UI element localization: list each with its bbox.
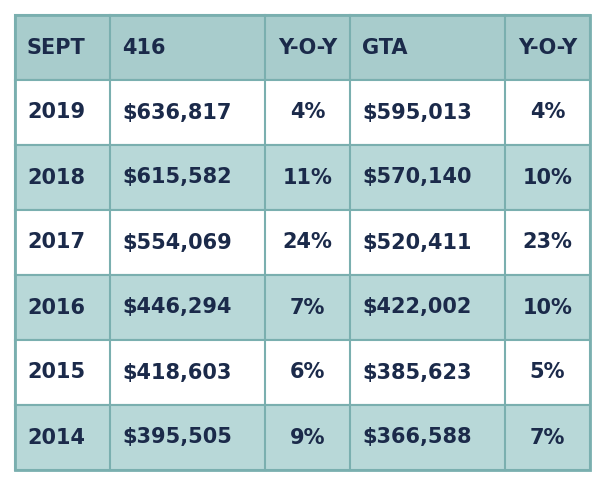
Text: GTA: GTA [362,37,407,58]
Text: $385,623: $385,623 [362,362,472,383]
Text: $570,140: $570,140 [362,168,472,188]
Text: 11%: 11% [283,168,332,188]
Text: $446,294: $446,294 [122,298,232,317]
Bar [15,405,590,470]
Text: $418,603: $418,603 [122,362,232,383]
Bar [15,275,590,340]
Text: Y-O-Y: Y-O-Y [278,37,337,58]
Text: $615,582: $615,582 [122,168,232,188]
Text: 23%: 23% [523,232,572,252]
Text: 2018: 2018 [27,168,85,188]
Text: 2016: 2016 [27,298,85,317]
Text: 2015: 2015 [27,362,85,383]
Text: 6%: 6% [290,362,325,383]
Bar [15,210,590,275]
Text: 10%: 10% [523,298,572,317]
Text: 2019: 2019 [27,103,85,122]
Text: Y-O-Y: Y-O-Y [518,37,577,58]
Text: 4%: 4% [290,103,325,122]
Bar [15,15,590,80]
Text: $554,069: $554,069 [122,232,232,252]
Text: 7%: 7% [290,298,325,317]
Text: 2014: 2014 [27,428,85,447]
Bar [15,80,590,145]
Text: SEPT: SEPT [27,37,86,58]
Text: 9%: 9% [290,428,325,447]
Text: 5%: 5% [530,362,565,383]
Text: 2017: 2017 [27,232,85,252]
Text: $636,817: $636,817 [122,103,232,122]
Text: 24%: 24% [283,232,332,252]
Text: $595,013: $595,013 [362,103,472,122]
Text: $366,588: $366,588 [362,428,472,447]
Text: $520,411: $520,411 [362,232,472,252]
Text: 10%: 10% [523,168,572,188]
Text: $395,505: $395,505 [122,428,232,447]
Text: 416: 416 [122,37,166,58]
Text: 7%: 7% [530,428,565,447]
Bar [15,145,590,210]
Text: 4%: 4% [530,103,565,122]
Text: $422,002: $422,002 [362,298,472,317]
Bar [15,340,590,405]
